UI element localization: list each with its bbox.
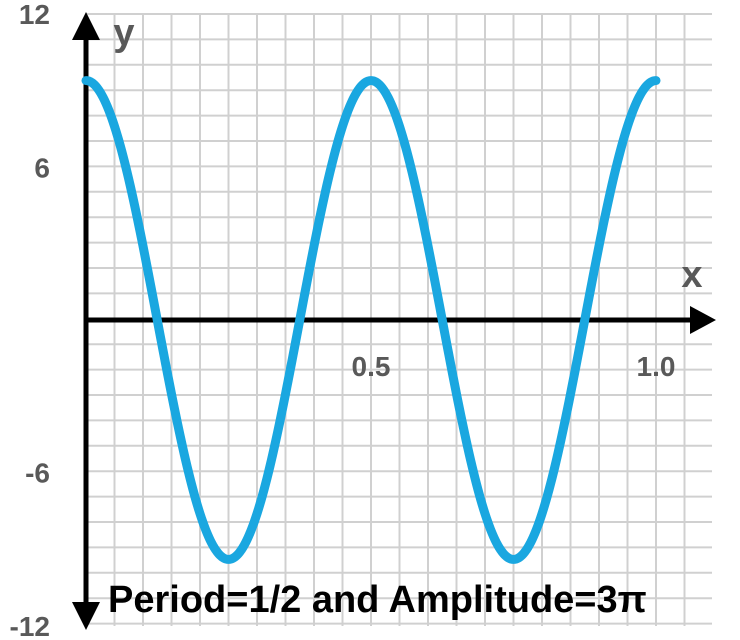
y-axis-label: y — [113, 12, 134, 54]
chart-annotation: Period=1/2 and Amplitude=3π — [108, 579, 647, 621]
y-axis-arrowhead-top — [72, 12, 100, 40]
x-axis-label: x — [681, 254, 702, 296]
x-axis-arrowhead — [690, 306, 716, 334]
y-tick-label: -12 — [10, 611, 50, 640]
series-line-0 — [81, 76, 661, 564]
series-layer — [81, 76, 661, 564]
y-tick-label: 12 — [19, 0, 50, 30]
y-axis-arrowhead-bottom — [72, 602, 100, 630]
x-tick-label: 1.0 — [637, 351, 676, 382]
axes — [72, 12, 716, 630]
y-tick-label: 6 — [34, 153, 50, 184]
x-tick-label: 0.5 — [352, 351, 391, 382]
tick-labels: 0.5 1.0 12 6 -6 -12 — [10, 0, 676, 640]
y-tick-label: -6 — [25, 458, 50, 489]
